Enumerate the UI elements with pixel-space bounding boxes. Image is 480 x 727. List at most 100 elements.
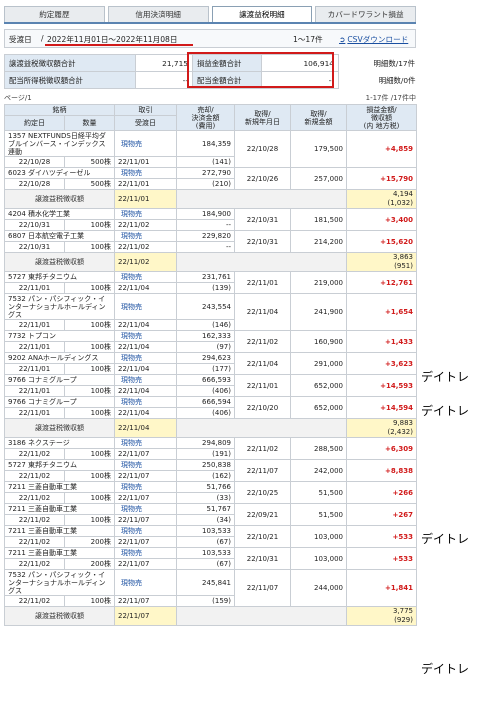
acquisition-date: 22/10/31 xyxy=(234,230,291,253)
table-row: 5727 東邦チタニウム 現物売 231,761 22/11/01 219,000 +12… xyxy=(4,271,417,294)
acquisition-date: 22/10/25 xyxy=(234,481,291,504)
header-settle-date: 受渡日 xyxy=(114,115,177,131)
dividend-count: 明細数/0件 xyxy=(378,75,416,85)
trade-type: 現物売 xyxy=(114,396,177,408)
pnl-amount: +533 xyxy=(346,525,417,548)
tax-subtotal-blank xyxy=(176,189,347,209)
csv-download-link[interactable]: ➲ CSVダウンロード xyxy=(339,34,408,45)
page-range: 1-17件 /17件中 xyxy=(365,94,416,102)
tax-subtotal-settle-date: 22/11/04 xyxy=(114,418,177,438)
quantity: 100株 xyxy=(64,341,115,353)
trade-date: 22/11/02 xyxy=(4,448,65,460)
tax-subtotal-blank xyxy=(176,606,347,626)
acquisition-date: 22/11/07 xyxy=(234,569,291,607)
trade-date: 22/10/28 xyxy=(4,178,65,190)
trade-date: 22/11/02 xyxy=(4,514,65,526)
settle-date: 22/11/07 xyxy=(114,448,177,460)
acquisition-amount: 160,900 xyxy=(290,330,347,353)
sale-amount: 162,333 xyxy=(176,330,235,342)
summary-table: 譲渡益税徴収額合計 21,715 損益金額合計 106,914 明細数/17件 … xyxy=(4,54,416,89)
tax-subtotal-row: 譲渡益税徴収額 22/11/04 9,883 (2,432) xyxy=(4,418,417,438)
sale-amount: 103,533 xyxy=(176,525,235,537)
table-row: 7732 トプコン 現物売 162,333 22/11/02 160,900 +1,433 xyxy=(4,330,417,353)
acquisition-date: 22/11/04 xyxy=(234,293,291,331)
trade-date: 22/10/28 xyxy=(4,156,65,168)
sale-amount: 51,767 xyxy=(176,503,235,515)
pagination-bar: ページ/1 1-17件 /17件中 xyxy=(4,93,416,103)
pnl-amount: +1,433 xyxy=(346,330,417,353)
table-row-sub: 22/10/31 100株 22/11/02 -- xyxy=(4,219,417,231)
detail-rows: 1357 NEXTFUNDS日経平均ダブルインバース・インデックス連動 現物売 18… xyxy=(4,130,417,626)
result-count: 1〜17件 xyxy=(293,35,323,44)
tax-subtotal-label: 譲渡益税徴収額 xyxy=(4,252,115,272)
quantity: 100株 xyxy=(64,241,115,253)
acquisition-amount: 652,000 xyxy=(290,374,347,397)
trade-date: 22/11/02 xyxy=(4,595,65,607)
tax-subtotal-amount: 9,883 (2,432) xyxy=(346,418,417,438)
acquisition-amount: 244,000 xyxy=(290,569,347,607)
table-row-sub: 22/11/02 100株 22/11/07 (191) xyxy=(4,448,417,460)
trade-type: 現物売 xyxy=(114,503,177,515)
acquisition-date: 22/11/04 xyxy=(234,352,291,375)
acquisition-amount: 51,500 xyxy=(290,503,347,526)
tab-margin-settlement[interactable]: 信用決済明細 xyxy=(107,6,209,22)
dividend-tax-label: 配当所得税徴収額合計 xyxy=(4,71,136,89)
fee: (34) xyxy=(176,514,235,526)
pnl-amount: +15,790 xyxy=(346,167,417,190)
tax-subtotal-blank xyxy=(176,252,347,272)
sale-amount: 294,623 xyxy=(176,352,235,364)
stock-name: 6023 ダイハツディーゼル xyxy=(4,167,115,179)
quantity: 100株 xyxy=(64,448,115,460)
acquisition-amount: 291,000 xyxy=(290,352,347,375)
fee: -- xyxy=(176,241,235,253)
stock-name: 7211 三菱自動車工業 xyxy=(4,547,115,559)
fee: (162) xyxy=(176,470,235,482)
fee: (33) xyxy=(176,492,235,504)
quantity: 100株 xyxy=(64,407,115,419)
fee: (177) xyxy=(176,363,235,375)
quantity: 100株 xyxy=(64,595,115,607)
acquisition-amount: 242,000 xyxy=(290,459,347,482)
trade-type: 現物売 xyxy=(114,230,177,242)
tab-covered-warrant[interactable]: カバードワラント損益 xyxy=(315,6,416,22)
tax-subtotal-settle-date: 22/11/02 xyxy=(114,252,177,272)
quantity: 100株 xyxy=(64,363,115,375)
trade-date: 22/11/02 xyxy=(4,492,65,504)
pnl-amount: +533 xyxy=(346,547,417,570)
table-row: 7211 三菱自動車工業 現物売 103,533 22/10/31 103,000 +53… xyxy=(4,547,417,570)
fee: (159) xyxy=(176,595,235,607)
table-row: 6023 ダイハツディーゼル 現物売 272,790 22/10/26 257,000 +… xyxy=(4,167,417,190)
tab-trade-history[interactable]: 約定履歴 xyxy=(4,6,105,22)
stock-name: 9202 ANAホールディングス xyxy=(4,352,115,364)
trade-type: 現物売 xyxy=(114,437,177,449)
sale-amount: 184,359 xyxy=(176,130,235,157)
tab-capital-gains-tax[interactable]: 譲渡益税明細 xyxy=(211,6,313,22)
annotation-daytrade: デイトレ xyxy=(421,370,470,384)
sale-amount: 294,809 xyxy=(176,437,235,449)
trade-type: 現物売 xyxy=(114,208,177,220)
sale-amount: 666,594 xyxy=(176,396,235,408)
acquisition-date: 22/09/21 xyxy=(234,503,291,526)
trade-type: 現物売 xyxy=(114,130,177,157)
pnl-amount: +14,594 xyxy=(346,396,417,419)
stock-name: 4204 積水化学工業 xyxy=(4,208,115,220)
tax-subtotal-settle-date: 22/11/07 xyxy=(114,606,177,626)
acquisition-date: 22/10/20 xyxy=(234,396,291,419)
settle-date: 22/11/07 xyxy=(114,470,177,482)
dividend-total-value: -- xyxy=(261,71,339,89)
acquisition-date: 22/11/01 xyxy=(234,374,291,397)
table-row: 7532 パン・パシフィック・インターナショナルホールディングス 現物売 245,8… xyxy=(4,569,417,607)
pnl-amount: +1,841 xyxy=(346,569,417,607)
trade-date: 22/11/02 xyxy=(4,470,65,482)
tax-total-label: 譲渡益税徴収額合計 xyxy=(4,54,136,72)
sale-amount: 231,761 xyxy=(176,271,235,283)
table-row: 4204 積水化学工業 現物売 184,900 22/10/31 181,500 +3,4… xyxy=(4,208,417,231)
pnl-amount: +1,654 xyxy=(346,293,417,331)
quantity: 100株 xyxy=(64,319,115,331)
table-row: 9202 ANAホールディングス 現物売 294,623 22/11/04 291,00… xyxy=(4,352,417,375)
trade-type: 現物売 xyxy=(114,167,177,179)
quantity: 100株 xyxy=(64,514,115,526)
acquisition-amount: 288,500 xyxy=(290,437,347,460)
table-row-sub: 22/11/01 100株 22/11/04 (97) xyxy=(4,341,417,353)
quantity: 100株 xyxy=(64,219,115,231)
